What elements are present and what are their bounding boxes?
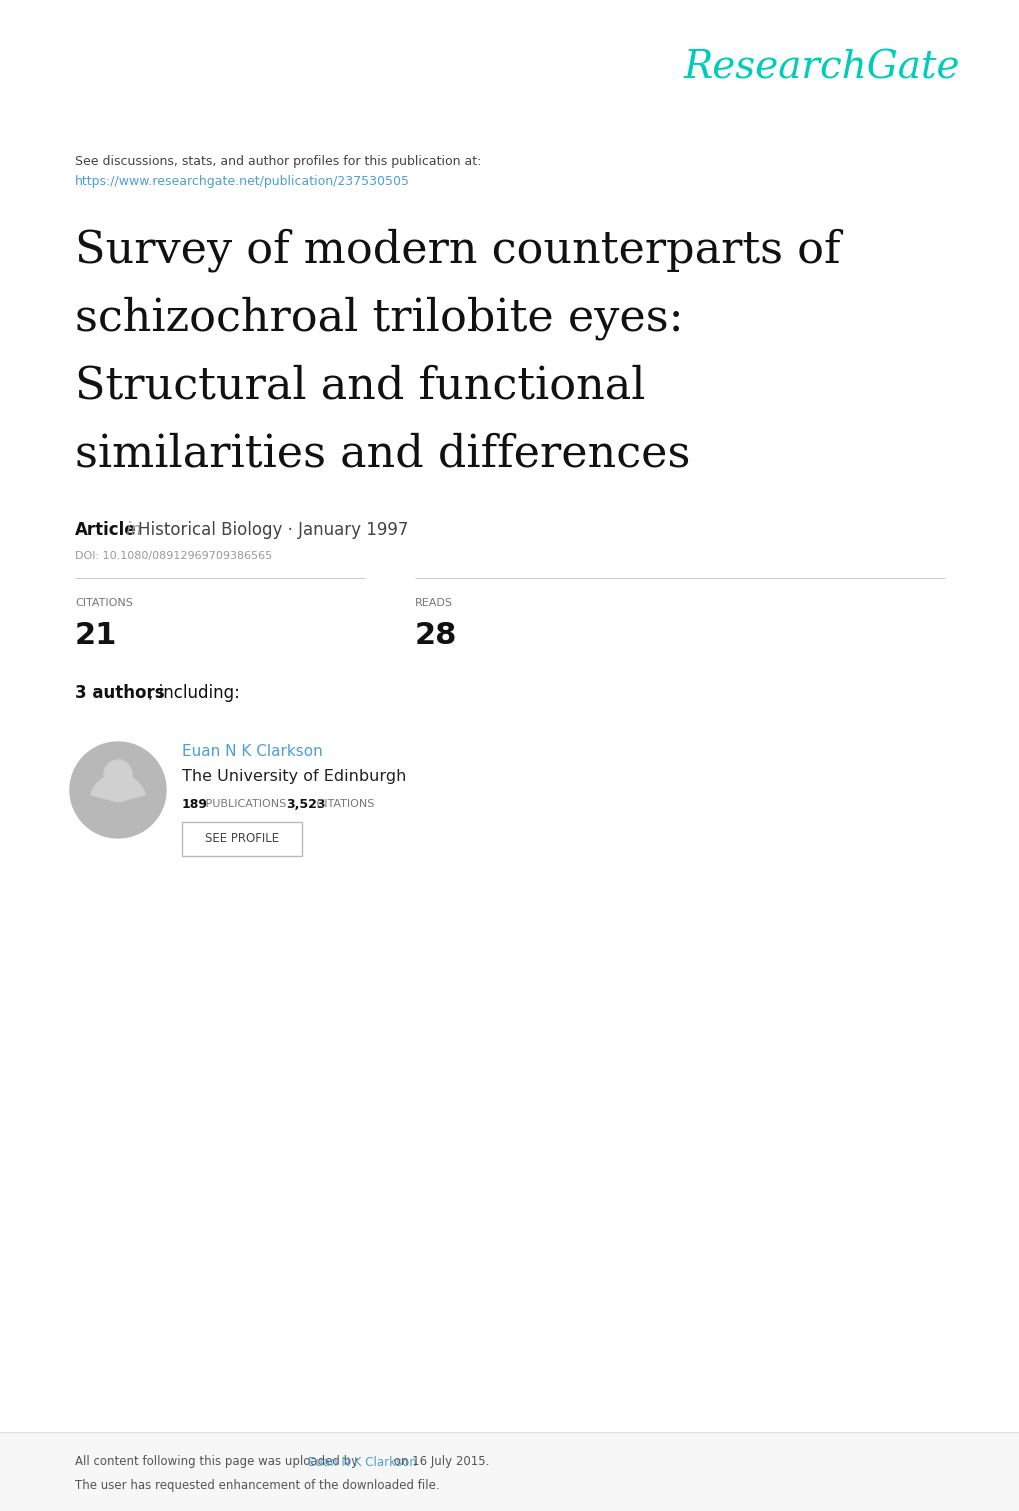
Text: Historical Biology · January 1997: Historical Biology · January 1997	[138, 521, 408, 539]
Text: PUBLICATIONS: PUBLICATIONS	[202, 799, 286, 808]
Text: The University of Edinburgh: The University of Edinburgh	[181, 769, 406, 784]
Text: CITATIONS: CITATIONS	[313, 799, 374, 808]
Text: similarities and differences: similarities and differences	[75, 432, 690, 474]
Text: Article: Article	[75, 521, 137, 539]
Text: schizochroal trilobite eyes:: schizochroal trilobite eyes:	[75, 296, 683, 340]
Text: https://www.researchgate.net/publication/237530505: https://www.researchgate.net/publication…	[75, 175, 410, 189]
Text: 3 authors: 3 authors	[75, 684, 164, 703]
Circle shape	[70, 742, 166, 839]
Text: Euan N K Clarkson: Euan N K Clarkson	[308, 1455, 416, 1469]
Text: DOI: 10.1080/08912969709386565: DOI: 10.1080/08912969709386565	[75, 552, 272, 561]
FancyBboxPatch shape	[181, 822, 302, 857]
Text: in: in	[121, 521, 147, 539]
Text: All content following this page was uploaded by: All content following this page was uplo…	[75, 1455, 362, 1469]
Text: CITATIONS: CITATIONS	[75, 598, 132, 607]
Text: READS: READS	[415, 598, 452, 607]
Text: The user has requested enhancement of the downloaded file.: The user has requested enhancement of th…	[75, 1478, 439, 1491]
Wedge shape	[91, 774, 145, 802]
Text: 189: 189	[181, 798, 208, 810]
Circle shape	[104, 760, 131, 789]
Text: See discussions, stats, and author profiles for this publication at:: See discussions, stats, and author profi…	[75, 156, 481, 169]
Text: SEE PROFILE: SEE PROFILE	[205, 833, 279, 846]
Bar	[0, 1432, 1019, 1511]
Text: 3,523: 3,523	[285, 798, 325, 810]
Text: Euan N K Clarkson: Euan N K Clarkson	[181, 745, 322, 760]
Text: , including:: , including:	[148, 684, 239, 703]
Text: Structural and functional: Structural and functional	[75, 364, 645, 406]
Text: 21: 21	[75, 621, 117, 650]
Text: on 16 July 2015.: on 16 July 2015.	[390, 1455, 489, 1469]
Text: Survey of modern counterparts of: Survey of modern counterparts of	[75, 228, 840, 272]
Text: ResearchGate: ResearchGate	[683, 50, 959, 86]
Text: 28: 28	[415, 621, 457, 650]
